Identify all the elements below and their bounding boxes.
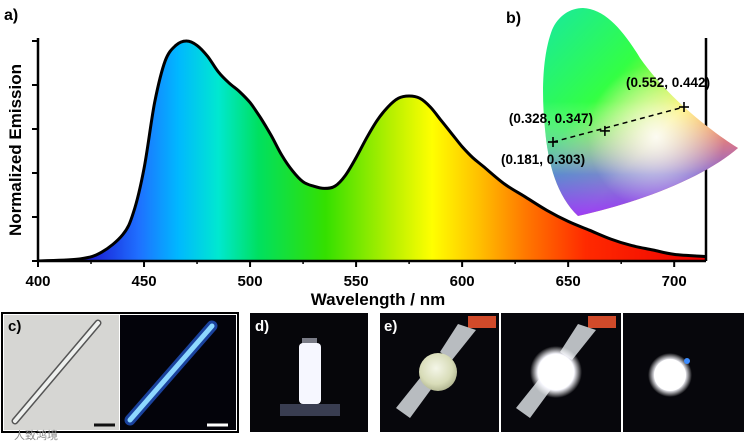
- y-axis: [32, 40, 38, 262]
- led-ball-off: [419, 353, 457, 391]
- y-axis-title: Normalized Emission: [6, 64, 25, 236]
- x-tick-label: 400: [25, 273, 50, 290]
- x-tick-label: 450: [132, 273, 157, 290]
- spectrum-curve: [38, 39, 706, 261]
- panel-d: d): [250, 313, 368, 432]
- panel-c: c) 人致鸿境: [1, 312, 239, 442]
- vial-cap: [302, 338, 317, 344]
- vial-reflection: [280, 404, 340, 416]
- led-clip-red-1: [468, 316, 496, 328]
- cie-point-marker: [548, 137, 558, 147]
- led-clip-red-2: [588, 316, 616, 328]
- x-tick-label: 650: [556, 273, 581, 290]
- x-axis-title: Wavelength / nm: [311, 290, 445, 309]
- cie-white-overlay: [543, 8, 738, 216]
- watermark: 人致鸿境: [14, 428, 58, 442]
- x-tick-label: 700: [662, 273, 687, 290]
- cie-point-label: (0.328, 0.347): [509, 111, 593, 126]
- cie-point-label: (0.552, 0.442): [626, 75, 710, 90]
- fluorescent-rod: [127, 323, 215, 423]
- x-axis: 400 450 500 550 600 650 700: [25, 261, 687, 290]
- panel-label-b: b): [506, 10, 521, 27]
- cie-point-label: (0.181, 0.303): [501, 152, 585, 167]
- x-tick-label: 600: [450, 273, 475, 290]
- cie-point-marker: [599, 125, 610, 136]
- glowing-vial: [299, 343, 321, 404]
- panel-label-d: d): [255, 318, 269, 335]
- brightfield-rod: [13, 321, 100, 423]
- led-clip-top-1: [440, 324, 476, 360]
- panel-label-c: c): [8, 318, 21, 335]
- led-ball-on: [538, 354, 574, 390]
- panel-label-e: e): [384, 318, 397, 335]
- x-tick-label: 550: [344, 273, 369, 290]
- x-tick-label: 500: [238, 273, 263, 290]
- cie-diagram: (0.181, 0.303) (0.328, 0.347) (0.552, 0.44…: [501, 8, 738, 216]
- panel-e: e): [380, 313, 744, 432]
- cie-point-marker: [679, 102, 689, 112]
- led-ball-dark: [654, 359, 686, 391]
- panel-label-a: a): [4, 7, 18, 24]
- plot-area: [38, 39, 706, 261]
- led-clip-bottom-1: [396, 378, 432, 418]
- cie-connecting-line: [552, 106, 685, 143]
- led-blue-spot: [684, 358, 690, 364]
